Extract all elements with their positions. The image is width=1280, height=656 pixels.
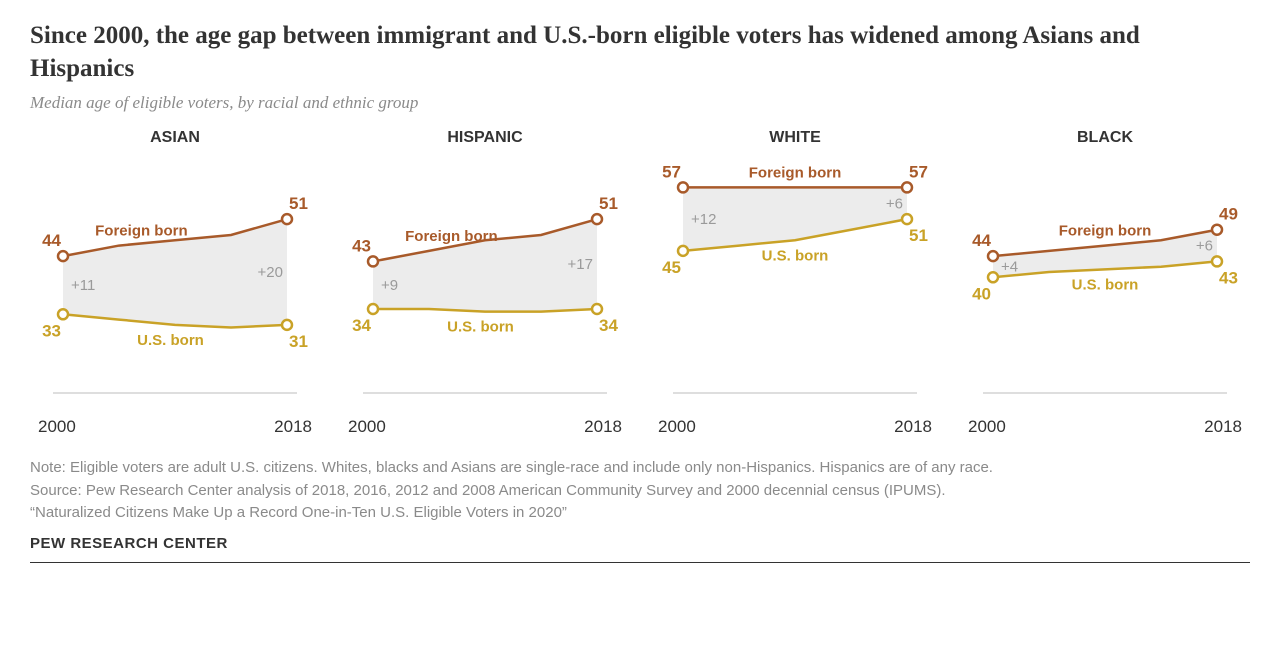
foreign-end-marker [592,214,602,224]
chart-svg: 43 51 34 34 +9 +17 Foreign born U.S. born [340,153,630,413]
foreign-start-value: 43 [352,236,371,255]
x-axis-labels: 2000 2018 [650,417,940,437]
foreign-end-marker [1212,225,1222,235]
foreign-end-marker [902,182,912,192]
foreign-start-value: 44 [972,231,991,250]
foreign-start-marker [988,251,998,261]
foreign-end-value: 49 [1219,205,1238,224]
foreign-start-value: 44 [42,231,61,250]
foreign-start-marker [678,182,688,192]
usborn-series-label: U.S. born [1072,276,1139,293]
foreign-start-value: 57 [662,162,681,181]
x-start-label: 2000 [38,417,76,437]
footer-report: “Naturalized Citizens Make Up a Record O… [30,502,1250,525]
x-start-label: 2000 [658,417,696,437]
usborn-end-value: 43 [1219,268,1238,287]
x-end-label: 2018 [894,417,932,437]
usborn-end-marker [902,214,912,224]
gap-start-label: +12 [691,211,716,228]
foreign-series-label: Foreign born [405,228,498,245]
chart-svg: 44 49 40 43 +4 +6 Foreign born U.S. born [960,153,1250,413]
chart-area: 44 51 33 31 +11 +20 Foreign born U.S. born [30,153,320,413]
chart-subtitle: Median age of eligible voters, by racial… [30,93,1250,113]
panel-title: ASIAN [30,129,320,147]
panel-white: WHITE 57 57 45 51 +12 +6 Foreign born U.S. born 2… [650,129,940,437]
usborn-end-value: 31 [289,332,308,351]
usborn-start-marker [988,272,998,282]
usborn-end-marker [592,304,602,314]
foreign-start-marker [58,251,68,261]
panel-black: BLACK 44 49 40 43 +4 +6 Foreign born U.S. born 20… [960,129,1250,437]
chart-area: 43 51 34 34 +9 +17 Foreign born U.S. born [340,153,630,413]
usborn-start-value: 33 [42,321,61,340]
usborn-series-label: U.S. born [447,319,514,336]
footer-note: Note: Eligible voters are adult U.S. cit… [30,457,1250,480]
usborn-start-value: 34 [352,316,371,335]
footer-brand: PEW RESEARCH CENTER [30,535,1250,552]
footer-notes: Note: Eligible voters are adult U.S. cit… [30,457,1250,525]
gap-end-label: +6 [886,195,903,212]
x-start-label: 2000 [968,417,1006,437]
panel-asian: ASIAN 44 51 33 31 +11 +20 Foreign born U.S. born… [30,129,320,437]
bottom-rule [30,562,1250,563]
panel-title: WHITE [650,129,940,147]
x-axis-labels: 2000 2018 [340,417,630,437]
gap-end-label: +20 [258,264,283,281]
charts-row: ASIAN 44 51 33 31 +11 +20 Foreign born U.S. born… [30,129,1250,437]
panel-title: HISPANIC [340,129,630,147]
gap-end-label: +6 [1196,238,1213,255]
x-end-label: 2018 [584,417,622,437]
usborn-start-value: 40 [972,284,991,303]
foreign-end-value: 57 [909,162,928,181]
gap-start-label: +11 [71,277,95,294]
usborn-start-marker [58,309,68,319]
x-axis-labels: 2000 2018 [30,417,320,437]
panel-title: BLACK [960,129,1250,147]
gap-start-label: +4 [1001,259,1018,276]
x-end-label: 2018 [274,417,312,437]
footer-source: Source: Pew Research Center analysis of … [30,480,1250,503]
gap-start-label: +9 [381,277,398,294]
chart-svg: 57 57 45 51 +12 +6 Foreign born U.S. born [650,153,940,413]
foreign-series-label: Foreign born [749,164,842,181]
x-start-label: 2000 [348,417,386,437]
x-axis-labels: 2000 2018 [960,417,1250,437]
foreign-end-value: 51 [289,194,308,213]
chart-svg: 44 51 33 31 +11 +20 Foreign born U.S. born [30,153,320,413]
usborn-end-marker [1212,256,1222,266]
foreign-start-marker [368,256,378,266]
chart-area: 44 49 40 43 +4 +6 Foreign born U.S. born [960,153,1250,413]
x-end-label: 2018 [1204,417,1242,437]
usborn-start-value: 45 [662,258,681,277]
usborn-end-value: 34 [599,316,618,335]
gap-end-label: +17 [568,256,593,273]
foreign-end-marker [282,214,292,224]
usborn-series-label: U.S. born [762,247,829,264]
foreign-series-label: Foreign born [95,223,188,240]
usborn-end-value: 51 [909,226,928,245]
chart-title: Since 2000, the age gap between immigran… [30,20,1250,85]
panel-hispanic: HISPANIC 43 51 34 34 +9 +17 Foreign born U.S. bo… [340,129,630,437]
usborn-start-marker [678,246,688,256]
usborn-end-marker [282,320,292,330]
foreign-end-value: 51 [599,194,618,213]
chart-area: 57 57 45 51 +12 +6 Foreign born U.S. born [650,153,940,413]
usborn-start-marker [368,304,378,314]
usborn-series-label: U.S. born [137,332,204,349]
foreign-series-label: Foreign born [1059,223,1152,240]
